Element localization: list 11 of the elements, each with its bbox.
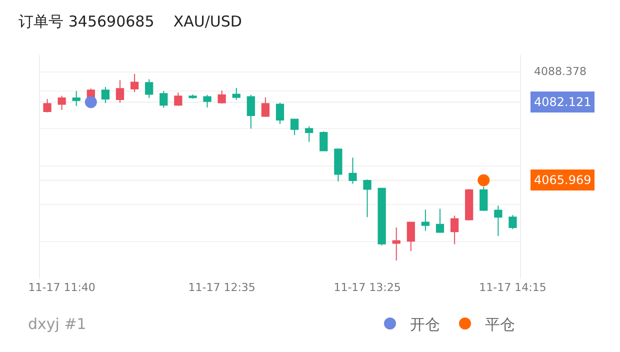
legend-label: 开仓 — [410, 315, 440, 334]
legend-label: 平仓 — [485, 315, 515, 334]
text: dxyj #1 — [28, 315, 86, 333]
y-tick-label: 4088.378 — [534, 65, 586, 78]
x-tick-label: 11-17 12:35 — [188, 281, 256, 294]
y-tick-label: 4082.121 — [534, 95, 592, 109]
x-tick-label: 11-17 13:25 — [334, 281, 401, 294]
x-tick-label: 11-17 11:40 — [28, 281, 96, 294]
y-tick-label: 4065.969 — [534, 173, 592, 187]
chart-title: 订单号 345690685 XAU/USD — [18, 12, 242, 30]
x-tick-label: 11-17 14:15 — [479, 281, 546, 294]
